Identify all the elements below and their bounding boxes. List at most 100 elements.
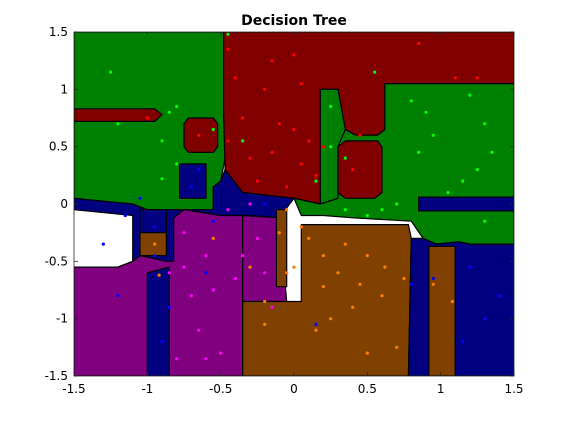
- point-class2-14: [431, 133, 435, 137]
- point-class5-26: [299, 225, 303, 229]
- point-class4-16: [182, 265, 186, 269]
- region-class5-14: [242, 224, 412, 376]
- point-class2-23: [483, 219, 487, 223]
- region-class1-1: [74, 108, 163, 123]
- region-class5-13: [275, 209, 288, 288]
- data-points: [101, 32, 501, 361]
- point-class1-19: [358, 133, 362, 137]
- x-axis: -1.5 -1 -0.5 0 0.5 1 1.5: [62, 32, 524, 396]
- point-class2-27: [314, 179, 318, 183]
- point-class5-3: [285, 271, 289, 275]
- point-class5-22: [211, 236, 215, 240]
- x-tick-label: 1.5: [504, 382, 523, 396]
- point-class1-17: [453, 76, 457, 80]
- point-class5-10: [351, 305, 355, 309]
- point-class1-12: [299, 162, 303, 166]
- point-class1-16: [417, 41, 421, 46]
- point-class5-17: [263, 299, 267, 304]
- y-tick-label: 1: [60, 82, 68, 96]
- point-class5-12: [314, 328, 318, 332]
- point-class1-22: [145, 116, 149, 120]
- decision-regions: [74, 32, 514, 376]
- y-tick-label: -1.5: [45, 369, 68, 383]
- region-class1-6: [183, 117, 219, 153]
- point-class1-6: [241, 116, 245, 120]
- point-class2-12: [409, 99, 413, 103]
- point-class5-4: [307, 236, 311, 240]
- point-class2-21: [395, 202, 399, 206]
- point-class3-19: [153, 254, 157, 258]
- point-class3-18: [497, 294, 501, 298]
- point-class4-6: [197, 328, 201, 332]
- x-tick-label: -0.5: [209, 382, 232, 396]
- point-class5-25: [285, 208, 289, 212]
- point-class4-4: [219, 351, 223, 355]
- point-class3-17: [263, 202, 267, 206]
- point-class2-1: [116, 122, 120, 126]
- point-class2-24: [446, 190, 450, 195]
- region-class5-15: [428, 245, 456, 376]
- point-class4-12: [167, 271, 171, 275]
- point-class2-10: [343, 156, 347, 160]
- point-class2-4: [175, 162, 179, 166]
- point-class3-6: [116, 294, 120, 298]
- point-class2-0: [109, 70, 113, 74]
- point-class1-0: [226, 47, 230, 51]
- point-class1-1: [270, 59, 274, 63]
- point-class1-9: [307, 139, 311, 143]
- point-class4-0: [182, 231, 186, 235]
- point-class4-7: [226, 208, 230, 212]
- point-class2-8: [329, 104, 333, 109]
- point-class4-14: [248, 202, 252, 206]
- point-class5-7: [365, 254, 369, 258]
- point-class3-13: [483, 317, 487, 321]
- point-class2-3: [167, 110, 171, 114]
- point-class2-9: [329, 145, 333, 149]
- point-class1-18: [475, 76, 479, 80]
- point-class5-27: [321, 285, 325, 289]
- point-class2-5: [160, 177, 164, 181]
- point-class2-25: [461, 179, 465, 183]
- point-class2-6: [226, 32, 230, 36]
- point-class5-14: [395, 345, 399, 349]
- point-class3-15: [409, 282, 413, 286]
- point-class1-14: [314, 173, 318, 177]
- point-class3-9: [211, 219, 215, 223]
- point-class3-8: [189, 185, 193, 189]
- point-class2-15: [417, 150, 421, 154]
- region-class3-17: [418, 196, 514, 212]
- x-tick-label: 1: [437, 382, 445, 396]
- point-class2-16: [468, 93, 472, 97]
- point-class3-4: [167, 305, 171, 309]
- point-class1-7: [277, 122, 281, 126]
- y-tick-label: 0.5: [49, 140, 68, 154]
- region-class1-5: [337, 140, 383, 199]
- point-class5-19: [431, 282, 435, 286]
- point-class1-11: [270, 150, 274, 154]
- point-class4-11: [241, 254, 245, 258]
- point-class1-24: [226, 139, 230, 143]
- x-tick-label: -1: [141, 382, 153, 396]
- point-class5-6: [343, 242, 347, 246]
- point-class1-8: [292, 127, 296, 132]
- point-class1-20: [351, 168, 355, 172]
- point-class4-3: [189, 294, 193, 298]
- point-class2-18: [490, 150, 494, 154]
- region-class3-9: [139, 209, 167, 234]
- point-class3-2: [138, 196, 142, 200]
- point-class2-20: [365, 213, 369, 218]
- point-class5-21: [402, 276, 406, 281]
- point-class1-4: [263, 87, 267, 91]
- point-class3-3: [153, 225, 157, 229]
- point-class4-5: [175, 357, 179, 361]
- x-tick-label: -1.5: [62, 382, 85, 396]
- point-class2-28: [211, 127, 215, 132]
- region-class3-16: [407, 237, 514, 376]
- point-class2-19: [475, 168, 479, 172]
- point-class1-3: [233, 76, 237, 80]
- x-tick-label: 0.5: [358, 382, 377, 396]
- point-class4-2: [211, 288, 215, 292]
- point-class1-15: [285, 185, 289, 189]
- point-class4-1: [204, 254, 208, 258]
